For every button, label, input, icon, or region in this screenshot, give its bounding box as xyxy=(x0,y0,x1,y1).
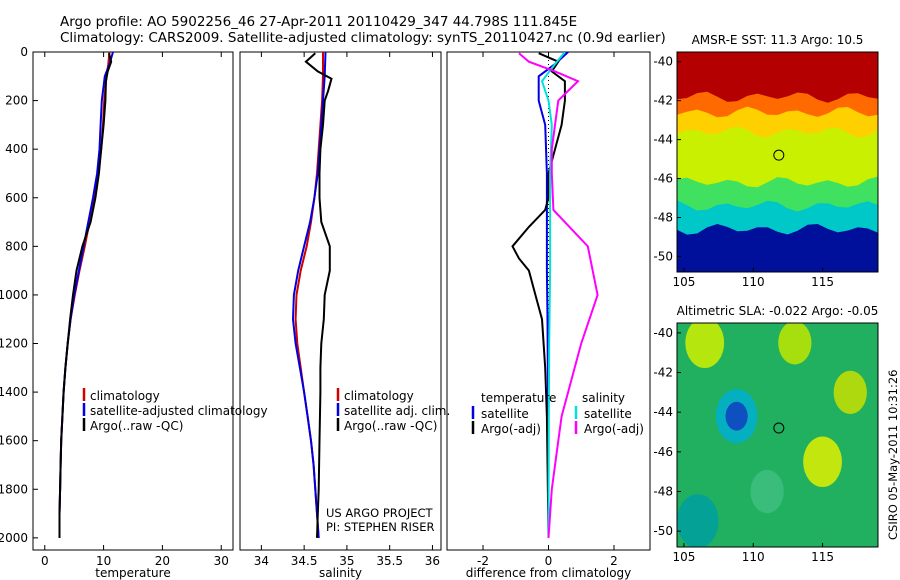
y-tick-label: 2000 xyxy=(0,531,28,545)
map-field xyxy=(677,323,878,547)
legend-entry: Argo(-adj) xyxy=(481,422,541,436)
axes-frame-salinity xyxy=(239,51,442,551)
sla-blob xyxy=(725,401,748,431)
argo-position-marker xyxy=(773,422,785,434)
series-line-argo-raw-qc- xyxy=(304,52,333,538)
y-tick-label: 0 xyxy=(20,45,28,59)
map-field xyxy=(677,52,878,272)
x-axis-label: temperature xyxy=(95,566,170,580)
y-tick-label: -40 xyxy=(653,326,673,340)
map-frame xyxy=(676,51,879,273)
figure-title-line1: Argo profile: AO 5902256_46 27-Apr-2011 … xyxy=(60,14,578,30)
x-axis-label: salinity xyxy=(319,566,362,580)
x-tick-label: 10 xyxy=(96,554,111,568)
sla-blob xyxy=(833,370,867,415)
legend-entry: Argo(..raw -QC) xyxy=(90,419,183,433)
y-tick-label: 1000 xyxy=(0,288,28,302)
x-tick-label: 0 xyxy=(545,554,553,568)
y-tick-label: -48 xyxy=(653,484,673,498)
legend-entry: satellite xyxy=(481,407,529,421)
x-tick-label: 30 xyxy=(214,554,229,568)
y-tick-label: 1800 xyxy=(0,482,28,496)
y-tick-label: 1600 xyxy=(0,434,28,448)
y-tick-label: -42 xyxy=(653,366,673,380)
annotation-text: US ARGO PROJECT xyxy=(326,506,434,520)
y-tick-label: -50 xyxy=(653,524,673,538)
series-line-argo-adj- xyxy=(518,52,599,538)
annotation-text: PI: STEPHEN RISER xyxy=(326,520,435,534)
panel-temperature: 0 10 20 30 temperature 0 200 400 600 800 1000 1200 1… xyxy=(0,45,268,580)
x-axis-label: difference from climatology xyxy=(466,566,632,580)
x-tick-label: 34 xyxy=(254,554,269,568)
legend-entry: satellite xyxy=(584,407,632,421)
y-tick-label: -46 xyxy=(653,172,673,186)
sla-blob xyxy=(750,469,784,514)
sla-blob xyxy=(778,323,812,365)
legend-entry: satellite adj. clim. xyxy=(344,404,450,418)
y-tick-label: -44 xyxy=(653,405,673,419)
sla-blob xyxy=(803,436,842,487)
argo-position-marker xyxy=(773,149,785,161)
legend-entry: climatology xyxy=(90,389,160,403)
sst-band xyxy=(677,224,878,272)
legend-entry: Argo(..raw -QC) xyxy=(344,419,437,433)
x-tick-label: 2 xyxy=(610,554,618,568)
legend-entry: Argo(-adj) xyxy=(584,422,644,436)
x-tick-label: 34.5 xyxy=(291,554,318,568)
y-tick-label: -42 xyxy=(653,94,673,108)
y-tick-label: -46 xyxy=(653,445,673,459)
x-tick-label: 20 xyxy=(155,554,170,568)
map-title: Altimetric SLA: -0.022 Argo: -0.05 xyxy=(677,304,879,318)
sla-blob xyxy=(685,323,725,369)
series-line-climatology xyxy=(58,52,111,538)
x-tick-label: 105 xyxy=(672,550,695,564)
x-tick-label: 110 xyxy=(742,275,765,289)
panel-sla_map: 105 110 115 -40 -42 -44 -46 -48 -50 Altimetric SL… xyxy=(653,304,879,564)
x-tick-label: 0 xyxy=(41,554,49,568)
axes-frame-temperature xyxy=(32,51,234,551)
map-title: AMSR-E SST: 11.3 Argo: 10.5 xyxy=(692,33,864,47)
x-tick-label: 105 xyxy=(672,275,695,289)
legend-entry: climatology xyxy=(344,389,414,403)
x-tick-label: 110 xyxy=(742,550,765,564)
map-frame xyxy=(676,322,879,548)
legend-entry: satellite-adjusted climatology xyxy=(90,404,268,418)
legend-header-temperature: temperature xyxy=(481,391,556,405)
y-tick-label: -50 xyxy=(653,249,673,263)
x-tick-label: 115 xyxy=(811,275,834,289)
x-tick-label: 35.5 xyxy=(376,554,403,568)
series-line-satellite-adj-clim- xyxy=(291,52,327,538)
y-tick-label: 800 xyxy=(5,239,28,253)
x-tick-label: -2 xyxy=(477,554,489,568)
panel-salinity: 34 34.5 35 35.5 36 salinity climatologysatelli… xyxy=(239,51,450,580)
y-tick-label: 600 xyxy=(5,191,28,205)
y-tick-label: -48 xyxy=(653,210,673,224)
panel-sst_map: 105 110 115 -40 -42 -44 -46 -48 -50 AMSR-E SST: 1… xyxy=(653,33,879,289)
series-line-satellite xyxy=(540,52,566,538)
y-tick-label: 1200 xyxy=(0,337,28,351)
y-tick-label: -40 xyxy=(653,55,673,69)
series-line-argo-raw-qc- xyxy=(58,52,113,538)
y-tick-label: 1400 xyxy=(0,385,28,399)
sla-blob xyxy=(677,494,719,547)
x-tick-label: 36 xyxy=(425,554,440,568)
y-tick-label: 400 xyxy=(5,142,28,156)
series-line-satellite xyxy=(537,52,569,538)
series-line-argo-adj- xyxy=(511,52,566,538)
x-tick-label: 115 xyxy=(811,550,834,564)
figure-title-line2: Climatology: CARS2009. Satellite-adjuste… xyxy=(60,30,666,46)
x-tick-label: 35 xyxy=(339,554,354,568)
legend-header-salinity: salinity xyxy=(582,391,625,405)
y-tick-label: 200 xyxy=(5,94,28,108)
series-line-satellite-adjusted-climatology xyxy=(58,52,114,538)
y-tick-label: -44 xyxy=(653,133,673,147)
